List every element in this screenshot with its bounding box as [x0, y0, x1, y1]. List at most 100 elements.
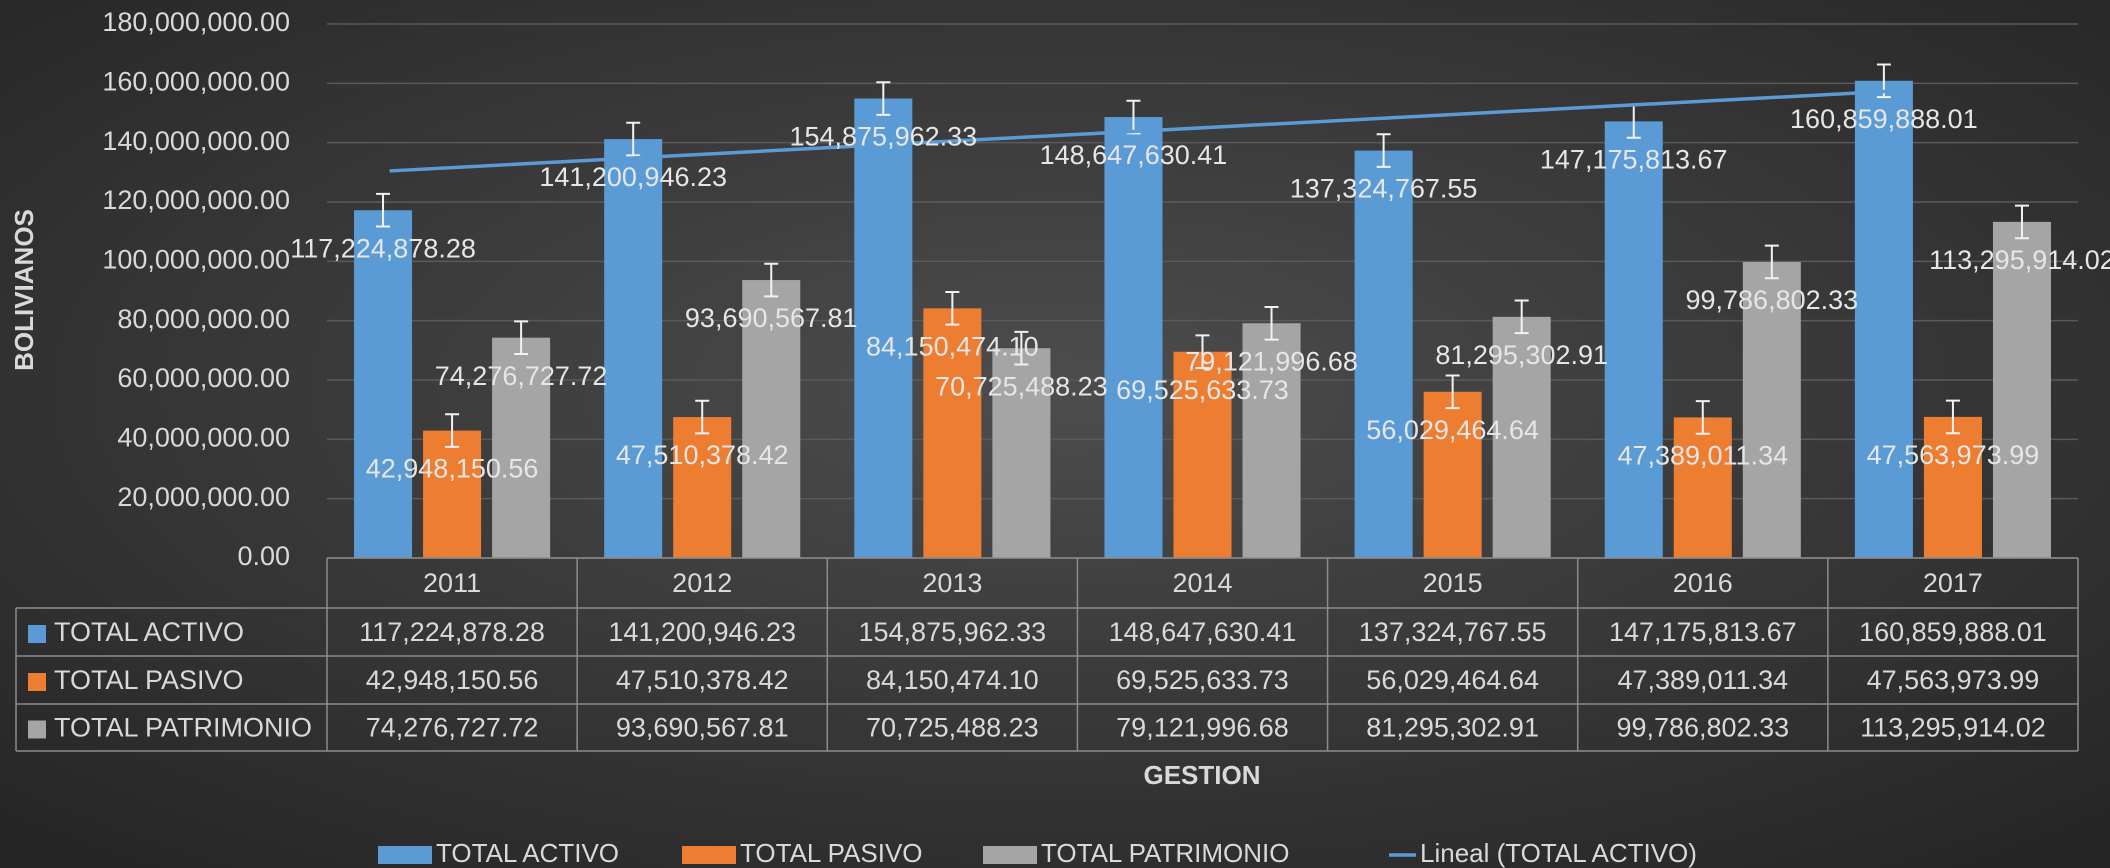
data-label: 47,563,973.99 — [1867, 440, 2040, 470]
error-bar — [626, 121, 641, 157]
bar — [492, 337, 551, 558]
bar — [673, 417, 732, 558]
bar — [1423, 391, 1482, 558]
x-tick-label: 2014 — [1172, 568, 1232, 598]
bar — [1742, 261, 1801, 558]
x-tick-label: 2016 — [1673, 568, 1733, 598]
error-bar — [695, 399, 710, 435]
table-cell: 137,324,767.55 — [1359, 617, 1547, 647]
row-header: TOTAL PASIVO — [54, 665, 244, 695]
bar — [1173, 351, 1232, 558]
y-tick-label: 180,000,000.00 — [102, 7, 290, 37]
error-bar — [876, 81, 891, 116]
error-bar — [1445, 374, 1460, 410]
y-tick-label: 160,000,000.00 — [102, 66, 290, 96]
y-tick-label: 60,000,000.00 — [117, 363, 290, 393]
data-label: 74,276,727.72 — [435, 361, 608, 391]
x-tick-label: 2013 — [922, 568, 982, 598]
table-cell: 74,276,727.72 — [366, 713, 539, 743]
legend-key — [378, 846, 432, 864]
bar — [1354, 150, 1413, 558]
x-tick-label: 2017 — [1923, 568, 1983, 598]
error-bar — [1014, 330, 1029, 366]
error-bar — [1514, 299, 1529, 335]
table-cell: 160,859,888.01 — [1859, 617, 2047, 647]
table-cell: 141,200,946.23 — [608, 617, 796, 647]
bar — [1492, 316, 1551, 558]
bar — [1104, 117, 1163, 559]
data-label: 79,121,996.68 — [1185, 346, 1358, 376]
data-label: 113,295,914.02 — [1929, 245, 2110, 275]
data-label: 137,324,767.55 — [1290, 174, 1478, 204]
data-label: 141,200,946.23 — [539, 162, 727, 192]
y-tick-label: 100,000,000.00 — [102, 244, 290, 274]
legend-key — [682, 846, 736, 864]
error-bar — [445, 413, 460, 448]
error-bar — [945, 291, 960, 326]
data-label: 117,224,878.28 — [290, 233, 476, 263]
table-cell: 99,786,802.33 — [1616, 713, 1789, 743]
row-header: TOTAL PATRIMONIO — [54, 713, 312, 743]
data-label: 47,389,011.34 — [1617, 441, 1788, 471]
table-cell: 147,175,813.67 — [1609, 617, 1797, 647]
row-header: TOTAL ACTIVO — [54, 617, 244, 647]
legend-label: TOTAL PASIVO — [740, 838, 923, 868]
bar — [992, 348, 1051, 558]
bar — [854, 98, 913, 559]
data-label: 148,647,630.41 — [1040, 140, 1228, 170]
error-bar — [376, 192, 391, 228]
bar — [354, 210, 413, 559]
table-cell: 93,690,567.81 — [616, 713, 789, 743]
bar — [1604, 121, 1663, 558]
bar — [1673, 417, 1732, 558]
data-label: 154,875,962.33 — [789, 122, 977, 152]
bar — [423, 430, 482, 558]
table-cell: 79,121,996.68 — [1116, 713, 1289, 743]
legend-key — [28, 673, 46, 691]
error-bar — [2014, 204, 2029, 240]
error-bar — [1695, 400, 1710, 435]
bar — [923, 308, 982, 558]
y-tick-label: 120,000,000.00 — [102, 185, 290, 215]
data-label: 147,175,813.67 — [1540, 145, 1728, 175]
y-tick-label: 80,000,000.00 — [117, 304, 290, 334]
data-label: 69,525,633.73 — [1116, 375, 1289, 405]
bar — [1992, 221, 2051, 558]
table-cell: 47,563,973.99 — [1867, 665, 2040, 695]
error-bar — [1764, 244, 1779, 280]
table-cell: 69,525,633.73 — [1116, 665, 1289, 695]
bar — [1923, 416, 1982, 558]
y-tick-label: 40,000,000.00 — [117, 422, 290, 452]
table-cell: 70,725,488.23 — [866, 713, 1039, 743]
data-label: 160,859,888.01 — [1790, 104, 1978, 134]
x-tick-label: 2015 — [1423, 568, 1483, 598]
data-label: 99,786,802.33 — [1685, 285, 1858, 315]
error-bar — [1376, 133, 1391, 168]
x-axis-label: GESTION — [1143, 760, 1260, 790]
bar — [1242, 323, 1301, 558]
data-label: 81,295,302.91 — [1435, 340, 1608, 370]
table-cell: 113,295,914.02 — [1860, 713, 2046, 743]
table-cell: 154,875,962.33 — [859, 617, 1047, 647]
error-bar — [1195, 334, 1210, 370]
y-tick-label: 140,000,000.00 — [102, 126, 290, 156]
x-tick-label: 2011 — [423, 568, 481, 598]
y-axis-label: BOLIVIANOS — [9, 209, 39, 371]
table-cell: 117,224,878.28 — [359, 617, 545, 647]
table-cell: 81,295,302.91 — [1366, 713, 1539, 743]
data-label: 47,510,378.42 — [616, 440, 789, 470]
table-cell: 148,647,630.41 — [1109, 617, 1297, 647]
table-cell: 47,389,011.34 — [1617, 665, 1788, 695]
error-bar — [764, 262, 779, 298]
table-cell: 47,510,378.42 — [616, 665, 789, 695]
error-bar — [1264, 305, 1279, 341]
x-tick-label: 2012 — [672, 568, 732, 598]
bar — [1854, 80, 1913, 558]
y-tick-label: 20,000,000.00 — [117, 482, 290, 512]
error-bar — [1945, 399, 1960, 435]
legend-label: TOTAL PATRIMONIO — [1041, 838, 1289, 868]
error-bar — [514, 320, 529, 355]
table-cell: 42,948,150.56 — [366, 665, 539, 695]
bar — [742, 280, 801, 558]
